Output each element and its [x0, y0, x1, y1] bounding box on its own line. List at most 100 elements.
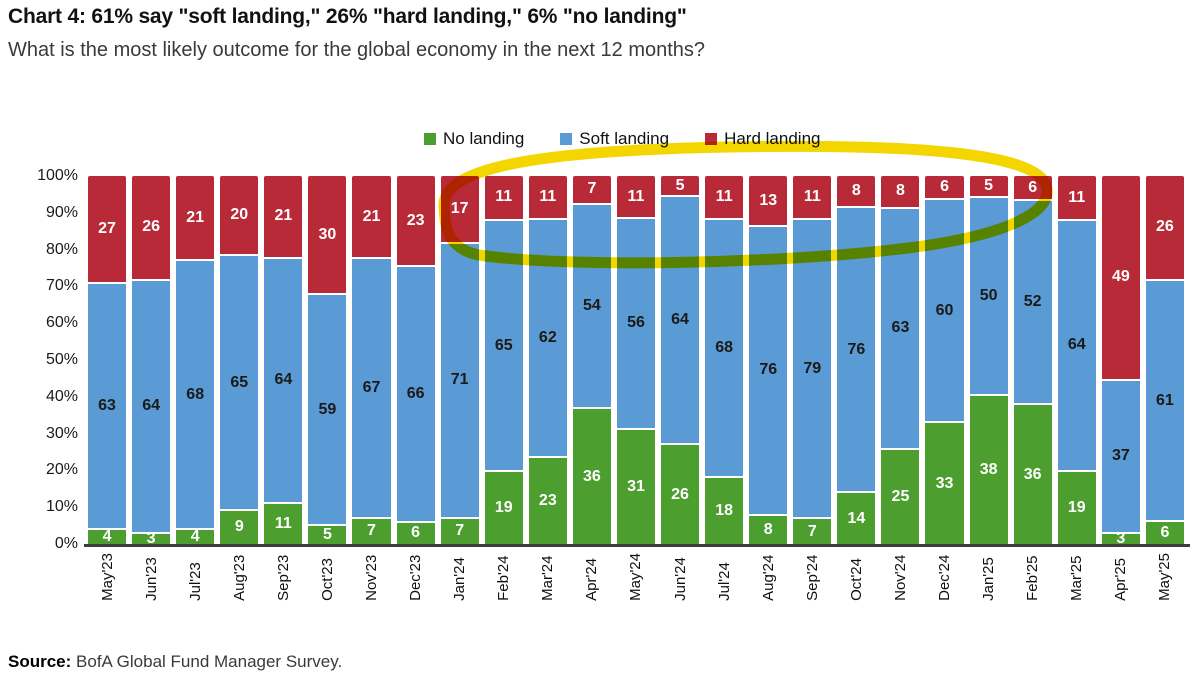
bar-value-label: 6: [1028, 178, 1038, 196]
bar-segment-no-landing: 14: [837, 491, 876, 544]
legend-item: Soft landing: [560, 129, 669, 149]
chart-subtitle: What is the most likely outcome for the …: [8, 39, 706, 61]
y-tick-label: 40%: [45, 387, 78, 405]
y-tick-label: 50%: [45, 351, 78, 368]
y-tick-label: 90%: [45, 203, 78, 221]
bar-segment-no-landing: 38: [969, 393, 1008, 544]
bar-value-label: 71: [450, 371, 469, 389]
bar-value-label: 6: [411, 524, 421, 542]
bar-column: 30 59 5: [308, 176, 347, 544]
legend-item: No landing: [424, 129, 524, 149]
bar-value-label: 26: [671, 485, 689, 503]
bar-value-label: 5: [322, 526, 332, 544]
x-tick-label: Feb'25: [1024, 555, 1042, 601]
bar-value-label: 61: [1156, 391, 1174, 409]
bar-value-label: 37: [1111, 447, 1130, 465]
bar-value-label: 76: [759, 361, 778, 379]
bar-segment-hard-landing: 8: [881, 176, 920, 207]
x-tick-label: Jun'24: [671, 557, 689, 601]
y-tick-label: 70%: [45, 277, 78, 295]
bar-segment-hard-landing: 13: [749, 176, 788, 226]
bar-segment-soft-landing: 64: [264, 256, 303, 502]
bar-value-label: 20: [230, 206, 249, 224]
bar-segment-soft-landing: 60: [925, 198, 964, 422]
bar-segment-soft-landing: 63: [881, 206, 920, 449]
bar-value-label: 63: [98, 397, 116, 414]
bar-segment-soft-landing: 76: [749, 225, 788, 514]
bar-value-label: 9: [234, 518, 244, 536]
bar-value-label: 66: [406, 384, 425, 402]
bar-value-label: 36: [1023, 465, 1042, 483]
bar-value-label: 4: [102, 528, 112, 546]
x-tick: Oct'23: [308, 553, 346, 601]
bar-value-label: 64: [274, 371, 293, 389]
bar-value-label: 21: [362, 207, 381, 225]
bar-segment-soft-landing: 63: [88, 281, 127, 529]
bar-value-label: 33: [935, 474, 954, 492]
bar-column: 6 60 33: [925, 176, 964, 544]
bar-segment-hard-landing: 23: [396, 176, 435, 266]
bar-column: 21 64 11: [264, 176, 303, 544]
bar-segment-soft-landing: 65: [220, 254, 259, 509]
x-tick-label: Dec'24: [936, 554, 954, 601]
bar-segment-soft-landing: 68: [176, 259, 215, 529]
bar-value-label: 6: [940, 178, 949, 196]
bar-value-label: 65: [230, 373, 249, 391]
bar-column: 8 63 25: [881, 176, 920, 544]
bar-value-label: 5: [984, 176, 994, 194]
plot-area: 27 63 4 26 64 3 21 68 4 20 65 9 21 64 11 30 59 5 21 67 7 23 66…: [88, 176, 1184, 547]
x-tick-label: Jul'23: [186, 562, 204, 601]
x-tick-label: Jan'25: [980, 557, 998, 601]
legend-item-label: Hard landing: [724, 129, 821, 148]
bar-segment-hard-landing: 17: [440, 176, 479, 242]
x-tick-label: May'24: [627, 553, 645, 601]
x-tick: Nov'24: [881, 553, 919, 601]
bar-segment-no-landing: 33: [925, 421, 964, 544]
x-tick: Aug'24: [749, 553, 787, 601]
x-tick-label: Oct'23: [318, 558, 336, 601]
bar-column: 11 62 23: [528, 176, 567, 544]
bar-value-label: 21: [274, 207, 293, 225]
bar-column: 11 68 18: [705, 176, 744, 544]
bar-value-label: 68: [186, 385, 205, 403]
x-tick-label: Jun'23: [142, 557, 160, 601]
bar-value-label: 11: [539, 188, 557, 206]
bar-value-label: 21: [186, 208, 205, 226]
x-tick: Apr'24: [573, 553, 611, 601]
bar-segment-hard-landing: 20: [220, 176, 259, 255]
bar-segment-soft-landing: 71: [440, 241, 479, 517]
bar-segment-no-landing: 6: [396, 520, 435, 544]
bar-value-label: 19: [494, 499, 513, 517]
y-tick-label: 10%: [45, 498, 78, 516]
bar-column: 49 37 3: [1101, 176, 1140, 546]
bar-segment-no-landing: 3: [1101, 530, 1140, 546]
bar-value-label: 50: [979, 286, 998, 304]
bar-value-label: 5: [675, 176, 685, 194]
bar-value-label: 49: [1111, 268, 1130, 286]
x-tick-label: Oct'24: [847, 558, 865, 601]
bar-segment-hard-landing: 11: [705, 176, 744, 218]
x-tick-label: Nov'23: [363, 554, 380, 601]
bar-value-label: 11: [627, 187, 645, 205]
bar-segment-soft-landing: 66: [396, 265, 435, 521]
bar-column: 11 79 7: [793, 176, 832, 544]
legend-item-label: No landing: [443, 129, 525, 148]
source-note: Source: BofA Global Fund Manager Survey.: [8, 652, 342, 672]
bar-value-label: 68: [715, 338, 734, 356]
bar-segment-hard-landing: 30: [308, 176, 347, 294]
x-tick: Sep'24: [793, 553, 831, 601]
bar-segment-soft-landing: 79: [793, 217, 832, 518]
bar-segment-soft-landing: 59: [308, 293, 347, 525]
bar-segment-hard-landing: 6: [925, 176, 964, 199]
bar-value-label: 25: [891, 488, 910, 506]
x-tick: Jun'24: [661, 553, 699, 601]
bar-segment-hard-landing: 21: [352, 176, 391, 258]
bar-segment-hard-landing: 7: [572, 176, 611, 203]
bar-value-label: 64: [671, 311, 689, 329]
x-tick-label: Apr'25: [1112, 558, 1130, 601]
bar-segment-no-landing: 25: [881, 448, 920, 544]
x-tick-label: Jul'24: [715, 562, 733, 601]
x-tick: Aug'23: [220, 553, 258, 601]
x-tick-label: May'25: [1156, 553, 1174, 601]
legend-swatch: [424, 133, 436, 145]
